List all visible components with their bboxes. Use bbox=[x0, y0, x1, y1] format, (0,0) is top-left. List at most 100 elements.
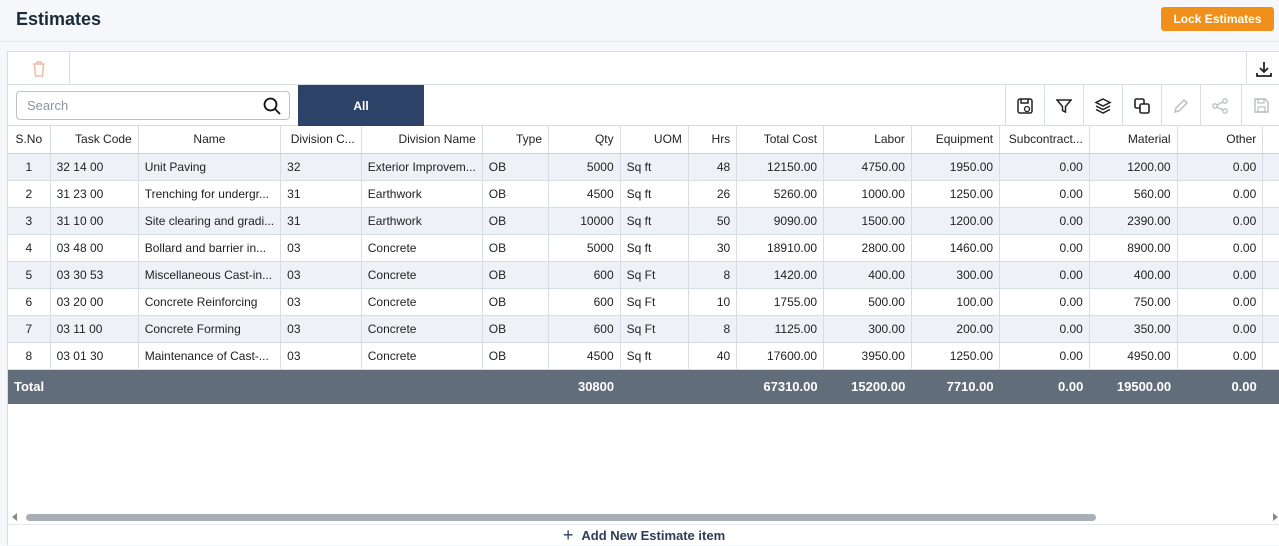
table-cell: 48 bbox=[688, 153, 738, 181]
table-cell: 1 bbox=[8, 153, 51, 181]
table-cell: 4500 bbox=[548, 180, 621, 208]
table-cell: 4750.00 bbox=[823, 153, 912, 181]
estimates-grid: S.No Task Code Name Division C... Divisi… bbox=[8, 126, 1279, 404]
table-cell: 10000 bbox=[548, 207, 621, 235]
table-cell: 1500.00 bbox=[823, 207, 912, 235]
save-icon bbox=[1253, 98, 1269, 113]
column-header[interactable]: Hrs bbox=[688, 126, 738, 154]
table-cell: 03 30 53 bbox=[50, 261, 139, 289]
total-cell: 0.00 bbox=[999, 369, 1090, 404]
table-cell: Sq Ft bbox=[620, 261, 689, 289]
table-cell: 03 bbox=[280, 261, 362, 289]
table-cell: Sq Ft bbox=[620, 288, 689, 316]
table-cell-spacer bbox=[1262, 261, 1279, 289]
table-cell: 1125.00 bbox=[736, 315, 825, 343]
table-cell: Miscellaneous Cast-in... bbox=[138, 261, 282, 289]
table-cell: Maintenance of Cast-... bbox=[138, 342, 282, 370]
table-row[interactable]: 8 03 01 30 Maintenance of Cast-... 03 Concre… bbox=[8, 342, 1279, 370]
table-cell: 32 bbox=[280, 153, 362, 181]
download-button[interactable] bbox=[1246, 52, 1279, 85]
table-cell: 1460.00 bbox=[911, 234, 1001, 262]
table-cell: 0.00 bbox=[999, 153, 1090, 181]
table-cell: 400.00 bbox=[823, 261, 912, 289]
column-header[interactable]: S.No bbox=[8, 126, 51, 154]
share-button[interactable] bbox=[1200, 85, 1239, 126]
total-cell bbox=[50, 369, 139, 404]
table-cell: 350.00 bbox=[1089, 315, 1178, 343]
add-estimate-item-button[interactable]: + Add New Estimate item bbox=[8, 524, 1279, 546]
table-cell: 2 bbox=[8, 180, 51, 208]
column-header[interactable]: Equipment bbox=[911, 126, 1001, 154]
table-cell: 0.00 bbox=[999, 180, 1090, 208]
table-row[interactable]: 3 31 10 00 Site clearing and gradi... 31 Ear… bbox=[8, 207, 1279, 235]
table-cell: 400.00 bbox=[1089, 261, 1178, 289]
edit-button[interactable] bbox=[1161, 85, 1200, 126]
filter-icon bbox=[1056, 98, 1072, 113]
search-icon[interactable] bbox=[263, 97, 281, 115]
table-cell: Concrete Reinforcing bbox=[138, 288, 282, 316]
table-cell: 0.00 bbox=[999, 315, 1090, 343]
column-header[interactable]: Qty bbox=[548, 126, 621, 154]
column-header[interactable]: Task Code bbox=[50, 126, 139, 154]
table-cell: Sq Ft bbox=[620, 315, 689, 343]
table-cell: 03 bbox=[280, 342, 362, 370]
table-cell: 1250.00 bbox=[911, 342, 1001, 370]
table-cell-spacer bbox=[1262, 315, 1279, 343]
table-row[interactable]: 5 03 30 53 Miscellaneous Cast-in... 03 Concr… bbox=[8, 261, 1279, 289]
table-cell: Concrete bbox=[361, 342, 483, 370]
column-header[interactable]: Other bbox=[1177, 126, 1264, 154]
tab-all[interactable]: All bbox=[298, 85, 424, 126]
column-header[interactable]: Name bbox=[138, 126, 282, 154]
share-icon bbox=[1212, 97, 1228, 114]
delete-button[interactable] bbox=[8, 52, 70, 85]
table-cell: 0.00 bbox=[1177, 234, 1264, 262]
estimates-table: S.No Task Code Name Division C... Divisi… bbox=[8, 126, 1279, 404]
table-cell: 18910.00 bbox=[736, 234, 825, 262]
save-button[interactable] bbox=[1241, 85, 1279, 126]
column-header[interactable]: Material bbox=[1089, 126, 1178, 154]
table-cell: 03 01 30 bbox=[50, 342, 139, 370]
table-cell-spacer bbox=[1262, 342, 1279, 370]
table-row[interactable]: 4 03 48 00 Bollard and barrier in... 03 Conc… bbox=[8, 234, 1279, 262]
scroll-left-icon[interactable] bbox=[12, 513, 17, 521]
table-cell: Sq ft bbox=[620, 207, 689, 235]
table-cell: Sq ft bbox=[620, 234, 689, 262]
page-title: Estimates bbox=[16, 9, 102, 29]
column-header[interactable]: Division C... bbox=[280, 126, 362, 154]
save-view-button[interactable] bbox=[1005, 85, 1044, 126]
table-cell: 0.00 bbox=[999, 288, 1090, 316]
lock-estimates-button[interactable]: Lock Estimates bbox=[1161, 7, 1274, 31]
table-cell: 5000 bbox=[548, 234, 621, 262]
table-row[interactable]: 6 03 20 00 Concrete Reinforcing 03 Concrete O… bbox=[8, 288, 1279, 316]
copy-button[interactable] bbox=[1122, 85, 1161, 126]
column-header[interactable]: Subcontract... bbox=[999, 126, 1090, 154]
column-header[interactable]: Total Cost bbox=[736, 126, 825, 154]
layers-button[interactable] bbox=[1083, 85, 1122, 126]
layers-icon bbox=[1094, 97, 1112, 114]
filter-button[interactable] bbox=[1044, 85, 1083, 126]
table-cell: Sq ft bbox=[620, 153, 689, 181]
table-cell: 32 14 00 bbox=[50, 153, 139, 181]
total-cell: 15200.00 bbox=[823, 369, 912, 404]
table-cell: 8 bbox=[688, 315, 738, 343]
table-cell: 2800.00 bbox=[823, 234, 912, 262]
horizontal-scrollbar[interactable] bbox=[8, 511, 1279, 523]
search-input[interactable] bbox=[17, 92, 257, 119]
scrollbar-thumb[interactable] bbox=[26, 514, 1096, 521]
table-cell: 5260.00 bbox=[736, 180, 825, 208]
column-header[interactable]: Labor bbox=[823, 126, 912, 154]
total-cell: 19500.00 bbox=[1089, 369, 1178, 404]
total-row: Total 30800 67310.00 15200.00 7710.00 0.00 195… bbox=[8, 369, 1279, 404]
table-cell: 31 10 00 bbox=[50, 207, 139, 235]
column-header[interactable]: Type bbox=[482, 126, 550, 154]
table-cell: 750.00 bbox=[1089, 288, 1178, 316]
table-row[interactable]: 7 03 11 00 Concrete Forming 03 Concrete OB 600… bbox=[8, 315, 1279, 343]
table-cell: 26 bbox=[688, 180, 738, 208]
column-header[interactable]: UOM bbox=[620, 126, 689, 154]
scroll-right-icon[interactable] bbox=[1273, 513, 1278, 521]
column-header[interactable]: Division Name bbox=[361, 126, 483, 154]
table-row[interactable]: 1 32 14 00 Unit Paving 32 Exterior Improvem.… bbox=[8, 153, 1279, 181]
table-cell: OB bbox=[482, 288, 550, 316]
table-row[interactable]: 2 31 23 00 Trenching for undergr... 31 Earth… bbox=[8, 180, 1279, 208]
table-cell: 4950.00 bbox=[1089, 342, 1178, 370]
